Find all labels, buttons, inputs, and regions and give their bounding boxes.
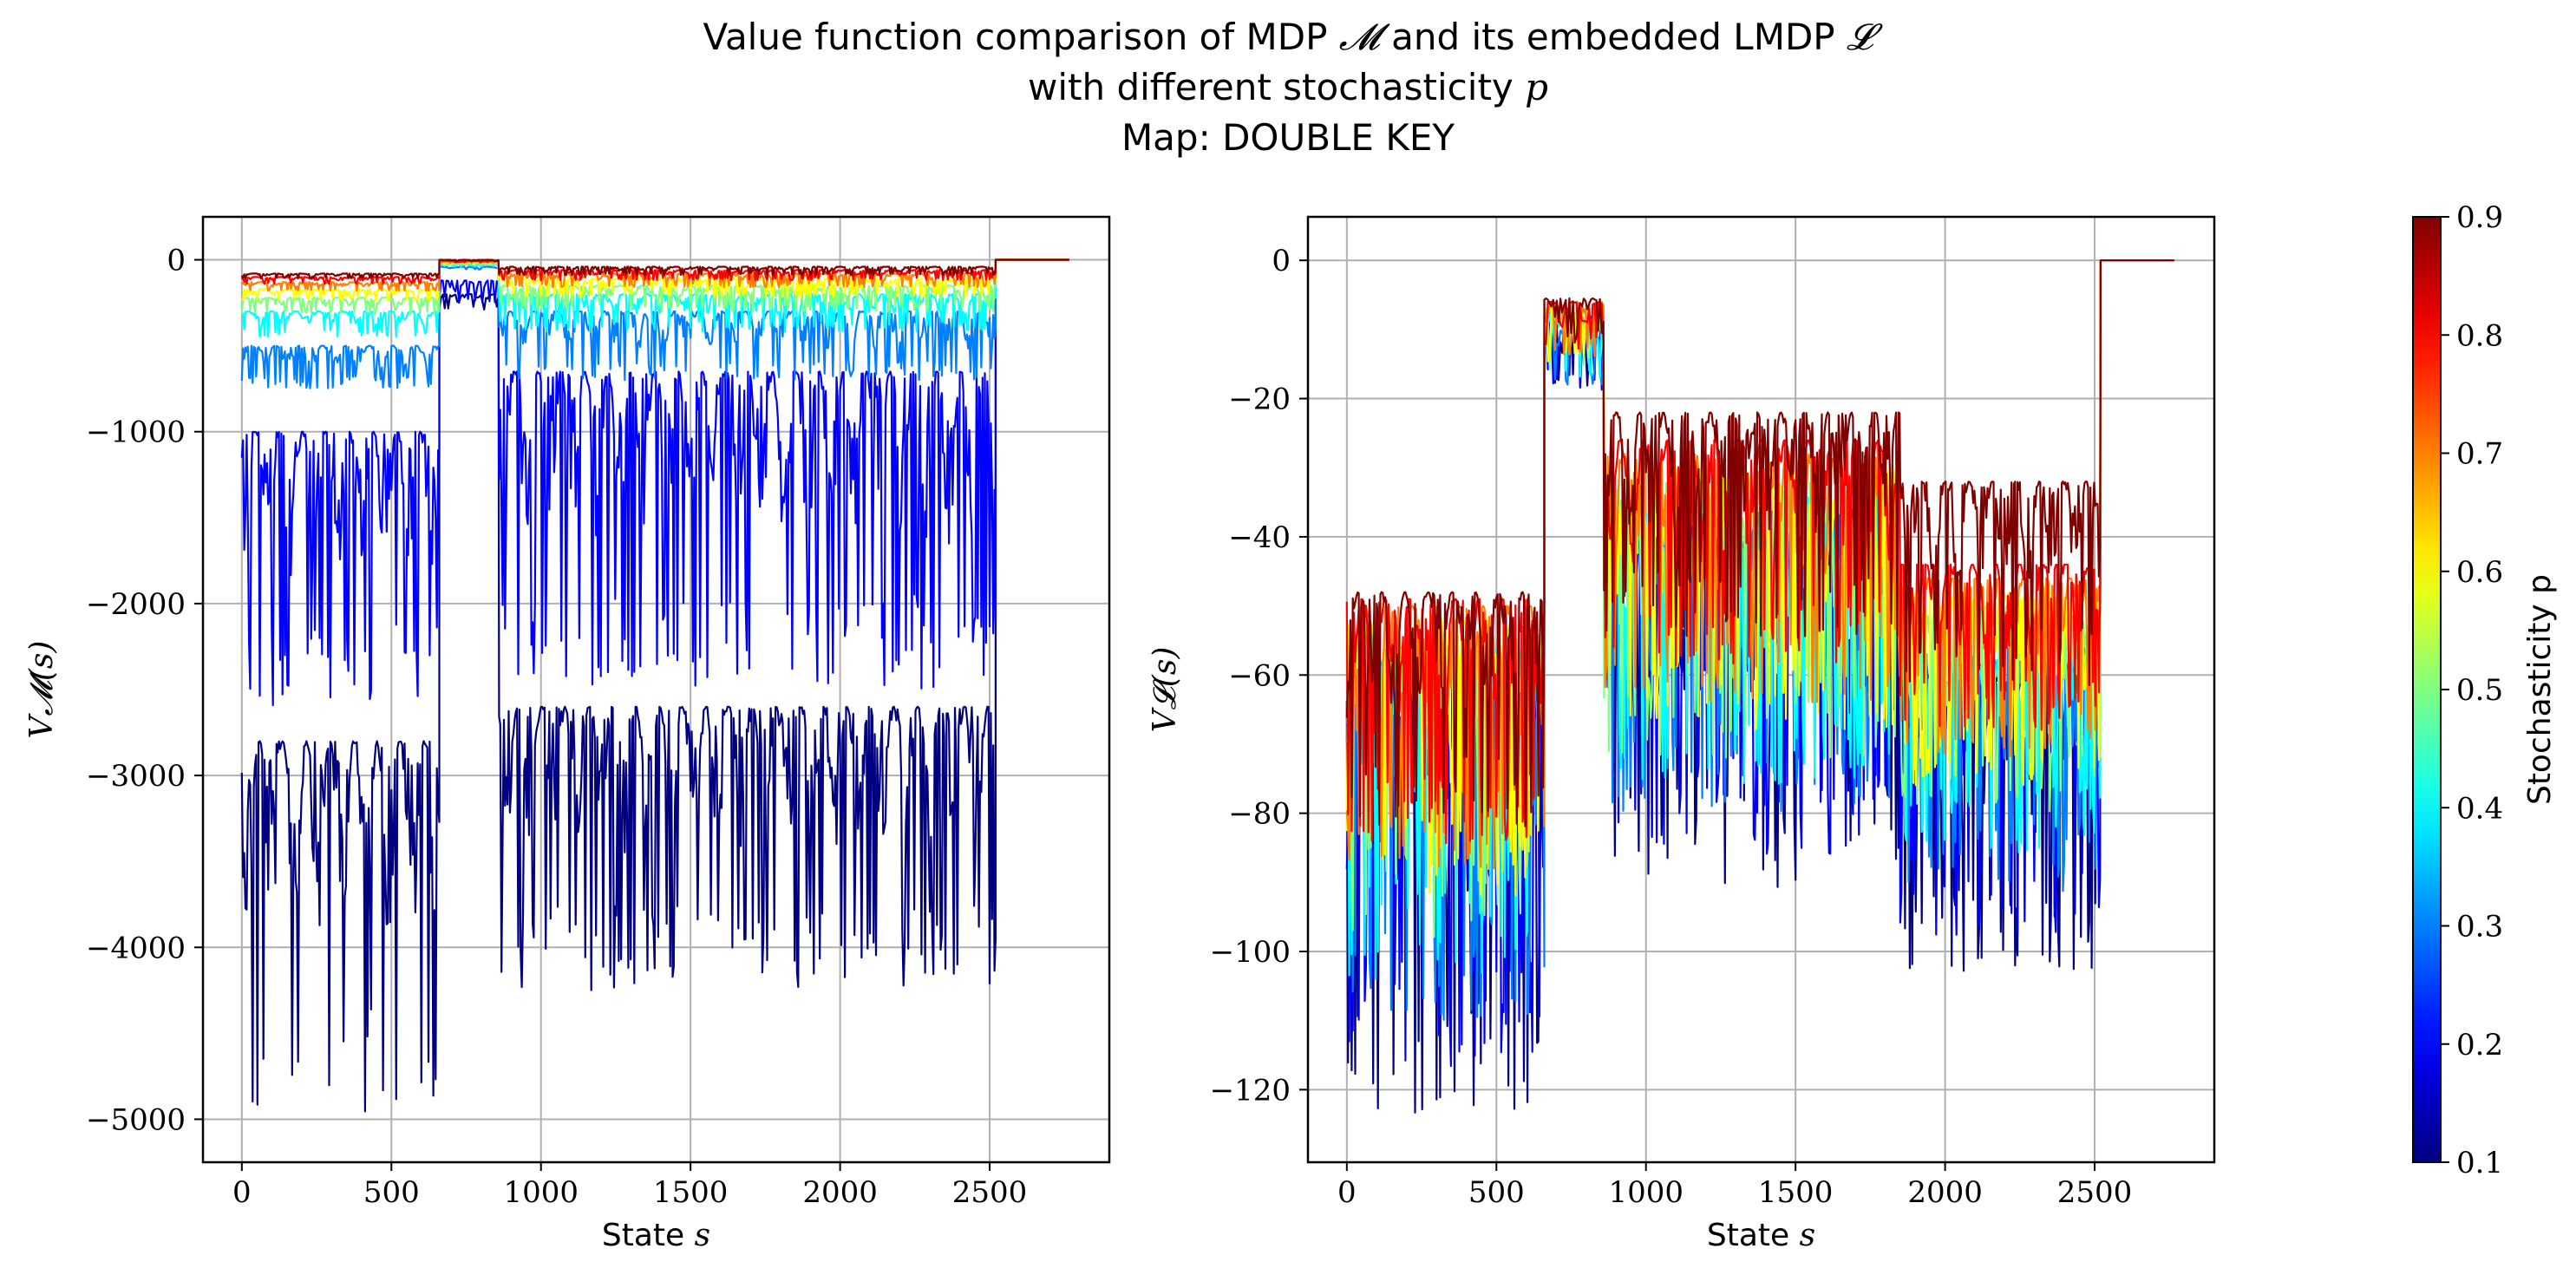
x-tick-label: 1000 [503,1175,579,1210]
colorbar-tick-label: 0.5 [2456,673,2503,708]
series-line-p-0.4 [240,258,1069,338]
colorbar-tick-label: 0.6 [2456,555,2503,590]
colorbar-tick-label: 0.3 [2456,910,2503,945]
x-tick-label: 1500 [653,1175,729,1210]
series-group [1345,259,2174,1114]
x-tick-label: 500 [1468,1175,1525,1210]
title-line-2: with different stochasticity p [0,62,2576,113]
axes-frame [201,215,1111,1164]
x-tick-label: 2000 [802,1175,878,1210]
x-tick-label: 1000 [1608,1175,1684,1210]
axes-frame [1306,215,2216,1164]
x-tick-label: 1500 [1758,1175,1834,1210]
title-line-1: Value function comparison of MDP 𝓜 and i… [0,12,2576,62]
y-tick-label: −20 [1228,382,1291,417]
series-line-p-0.6 [241,258,1069,303]
y-tick-label: −3000 [86,759,186,794]
y-tick-label: −1000 [86,415,186,450]
x-tick-label: 2000 [1907,1175,1983,1210]
y-axis-label: V𝓛(s) [1147,647,1183,733]
y-tick-label: −60 [1228,658,1291,693]
y-tick-label: −80 [1228,797,1291,832]
series-line-p-0.3 [240,258,1069,389]
colorbar-bar [2412,216,2442,1163]
x-tick-label: 2500 [2057,1175,2133,1210]
y-axis-label: V𝓜(s) [24,641,60,739]
colorbar-label: Stochasticity p [2522,574,2558,805]
title-symbol-lmdp: 𝓛 [1846,16,1873,58]
y-tick-label: −100 [1210,935,1291,970]
x-axis-label: State s [602,1218,710,1253]
series-line-p-0.1 [240,258,1069,1113]
colorbar: 0.1 0.2 0.3 0.4 0.5 0.6 0.7 0.8 0.9 Stochasticity… [2412,200,2558,1180]
x-axis-label: State s [1707,1218,1815,1253]
colorbar-tick-label: 0.8 [2456,318,2503,353]
chart-panel-right: 0 500 1000 1500 2000 2500 0 −20 −40 −60 −80 −100 −12… [1147,215,2216,1253]
x-tick-label: 0 [1337,1175,1357,1210]
title-line-3: Map: DOUBLE KEY [1121,116,1455,159]
series-line-p-0.5 [240,258,1069,316]
y-tick-label: −4000 [86,931,186,965]
x-tick-label: 2500 [952,1175,1028,1210]
series-line-p-0.9 [240,258,1069,280]
title-line-1-prefix: Value function comparison of MDP [703,16,1339,58]
colorbar-tick-label: 0.2 [2456,1028,2503,1062]
y-tick-label: −40 [1228,520,1291,555]
y-tick-label: 0 [1272,244,1291,278]
chart-panel-left: 0 500 1000 1500 2000 2500 0 −1000 −2000 −3000 −400… [24,215,1111,1253]
series-line-p-0.7 [1345,259,2174,870]
x-tick-label: 500 [363,1175,420,1210]
x-tick-label: 0 [232,1175,252,1210]
series-line-p-0.9 [1345,259,2174,827]
title-line-1-mid: and its embedded LMDP [1379,16,1847,58]
y-tick-label: −5000 [86,1102,186,1137]
y-tick-label: 0 [167,244,186,278]
title-line-2-prefix: with different stochasticity [1027,66,1526,108]
series-group [240,258,1069,1113]
colorbar-tick-label: 0.1 [2456,1146,2503,1180]
series-line-p-0.2 [240,258,1069,707]
colorbar-tick-label: 0.4 [2456,791,2503,826]
colorbar-tick-label: 0.9 [2456,200,2503,235]
figure-title: Value function comparison of MDP 𝓜 and i… [0,12,2576,163]
title-symbol-p: p [1525,66,1549,108]
y-tick-label: −2000 [86,587,186,622]
title-symbol-mdp: 𝓜 [1338,16,1380,58]
series-line-p-0.8 [240,258,1069,285]
colorbar-tick-label: 0.7 [2456,437,2503,472]
y-tick-label: −120 [1210,1073,1291,1108]
